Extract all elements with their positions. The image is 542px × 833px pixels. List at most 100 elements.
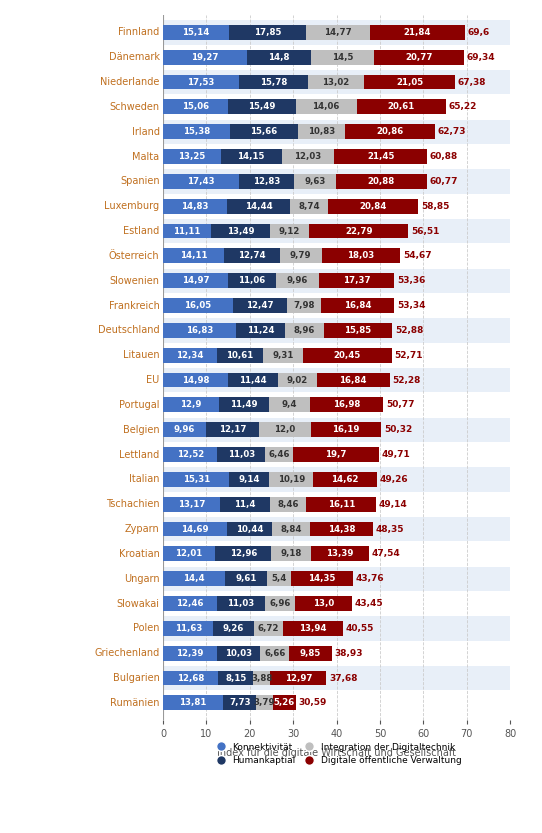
Bar <box>254 671 270 686</box>
Legend: Konnektivität, Humankaptial, Integration der Digitaltechnik, Digitale öffentlich: Konnektivität, Humankaptial, Integration… <box>208 739 465 769</box>
Text: 69,6: 69,6 <box>468 27 490 37</box>
Bar <box>309 397 383 412</box>
Text: 14,97: 14,97 <box>182 277 209 285</box>
Text: 9,12: 9,12 <box>279 227 300 236</box>
Text: 38,93: 38,93 <box>334 649 363 658</box>
Bar <box>163 50 247 65</box>
Bar <box>163 149 221 164</box>
Text: 9,79: 9,79 <box>290 252 312 261</box>
Bar <box>163 671 218 686</box>
Text: Belgien: Belgien <box>123 425 159 435</box>
Bar <box>227 199 290 214</box>
Bar <box>238 174 294 189</box>
Text: 50,32: 50,32 <box>384 425 412 434</box>
Bar <box>163 318 510 342</box>
Text: 48,35: 48,35 <box>376 525 404 534</box>
Text: Slowenien: Slowenien <box>109 276 159 286</box>
Text: 15,66: 15,66 <box>250 127 278 137</box>
Text: 9,18: 9,18 <box>281 550 302 558</box>
Bar <box>303 347 392 362</box>
Text: 11,63: 11,63 <box>175 624 202 633</box>
Text: 14,69: 14,69 <box>181 525 209 534</box>
Bar <box>221 149 282 164</box>
Text: 12,01: 12,01 <box>176 550 203 558</box>
Bar <box>163 169 510 193</box>
Bar <box>163 75 239 89</box>
Bar <box>163 442 510 466</box>
Bar <box>259 422 311 437</box>
Bar <box>269 472 313 486</box>
Text: Litauen: Litauen <box>123 350 159 360</box>
Bar <box>219 397 269 412</box>
Bar <box>163 397 219 412</box>
Bar <box>311 422 382 437</box>
Bar <box>287 298 321 313</box>
Bar <box>270 223 309 238</box>
Text: 50,77: 50,77 <box>386 401 414 409</box>
Bar <box>163 99 228 114</box>
Bar <box>163 392 510 417</box>
Bar <box>163 521 227 536</box>
Bar <box>278 372 317 387</box>
Text: 16,83: 16,83 <box>186 326 213 335</box>
Bar <box>374 50 464 65</box>
Bar <box>163 496 220 511</box>
Bar <box>163 174 238 189</box>
Bar <box>317 372 390 387</box>
Bar <box>311 546 369 561</box>
Bar <box>260 646 289 661</box>
Bar <box>262 347 303 362</box>
Text: Schweden: Schweden <box>109 102 159 112</box>
Text: 6,66: 6,66 <box>264 649 286 658</box>
Text: 13,0: 13,0 <box>313 599 334 608</box>
Bar <box>256 696 273 711</box>
Bar <box>163 616 510 641</box>
Bar <box>265 447 293 462</box>
Text: 8,15: 8,15 <box>225 674 247 682</box>
Bar <box>283 621 343 636</box>
Text: 52,71: 52,71 <box>394 351 423 360</box>
Bar <box>336 174 427 189</box>
Text: 19,27: 19,27 <box>191 52 218 62</box>
Bar <box>163 566 510 591</box>
Text: 14,38: 14,38 <box>328 525 356 534</box>
Text: Lettland: Lettland <box>119 450 159 460</box>
Text: 12,03: 12,03 <box>294 152 321 161</box>
Text: Ungarn: Ungarn <box>124 574 159 584</box>
Bar <box>163 546 215 561</box>
Text: 14,06: 14,06 <box>312 102 340 112</box>
Text: 7,73: 7,73 <box>229 698 250 707</box>
Text: 3,88: 3,88 <box>251 674 273 682</box>
Bar <box>163 194 510 218</box>
Bar <box>163 70 510 94</box>
Bar <box>282 149 334 164</box>
Text: 49,26: 49,26 <box>379 475 408 484</box>
Text: 11,03: 11,03 <box>228 450 255 459</box>
Text: 16,05: 16,05 <box>184 301 211 310</box>
Text: 20,45: 20,45 <box>334 351 361 360</box>
Bar <box>163 298 233 313</box>
Text: 43,76: 43,76 <box>356 574 384 583</box>
Text: 8,74: 8,74 <box>298 202 320 211</box>
Text: 14,4: 14,4 <box>183 574 205 583</box>
Text: 11,03: 11,03 <box>228 599 255 608</box>
Bar <box>272 521 311 536</box>
Bar <box>163 124 230 139</box>
Bar <box>224 248 280 263</box>
Bar <box>291 571 353 586</box>
Text: 40,55: 40,55 <box>346 624 374 633</box>
Text: 43,45: 43,45 <box>354 599 383 608</box>
Bar <box>295 99 357 114</box>
Bar <box>163 199 227 214</box>
Text: 47,54: 47,54 <box>372 550 401 558</box>
Text: Malta: Malta <box>132 152 159 162</box>
Bar <box>163 95 510 119</box>
Bar <box>163 323 236 338</box>
Text: 52,28: 52,28 <box>392 376 421 385</box>
Text: 12,47: 12,47 <box>246 301 274 310</box>
Bar <box>285 323 324 338</box>
Bar <box>357 99 446 114</box>
Text: 9,4: 9,4 <box>281 401 297 409</box>
Text: 14,5: 14,5 <box>332 52 353 62</box>
Text: Finnland: Finnland <box>118 27 159 37</box>
